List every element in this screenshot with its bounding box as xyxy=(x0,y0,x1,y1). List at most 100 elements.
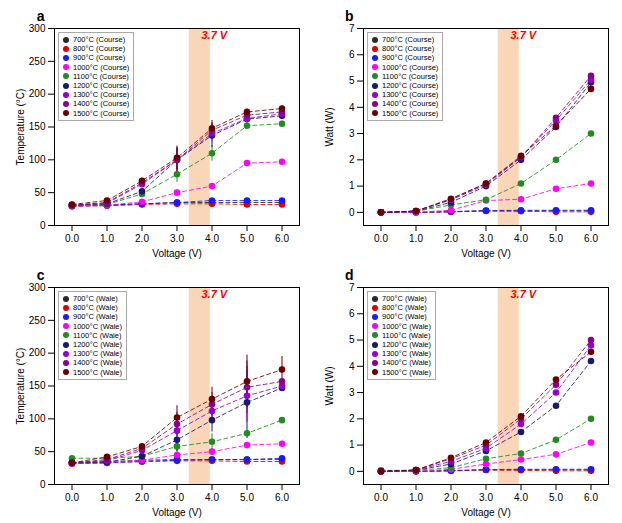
html-text:1300°C (Course): 1300°C (Course) xyxy=(382,90,439,100)
svg-text:2.0: 2.0 xyxy=(135,233,149,244)
svg-text:3: 3 xyxy=(349,387,355,398)
html-text:1100°C (Wale): 1100°C (Wale) xyxy=(73,330,122,340)
svg-text:1: 1 xyxy=(349,180,355,191)
svg-text:0.0: 0.0 xyxy=(65,492,79,503)
svg-text:100: 100 xyxy=(29,154,46,165)
svg-text:Temperature (°C): Temperature (°C) xyxy=(15,89,26,166)
html-text:1300°C (Course): 1300°C (Course) xyxy=(73,90,130,100)
svg-text:0: 0 xyxy=(349,466,355,477)
html-text:800°C (Course): 800°C (Course) xyxy=(382,44,435,54)
svg-text:5.0: 5.0 xyxy=(549,492,563,503)
html-text:1400°C (Course): 1400°C (Course) xyxy=(73,99,130,109)
svg-text:2: 2 xyxy=(349,413,355,424)
svg-text:150: 150 xyxy=(29,380,46,391)
svg-text:6: 6 xyxy=(349,49,355,60)
svg-text:3.0: 3.0 xyxy=(170,492,184,503)
svg-text:7: 7 xyxy=(349,23,355,34)
svg-text:3: 3 xyxy=(349,128,355,139)
html-text:900°C (Wale): 900°C (Wale) xyxy=(73,312,118,322)
html-text:900°C (Wale): 900°C (Wale) xyxy=(382,312,427,322)
svg-text:200: 200 xyxy=(29,347,46,358)
svg-text:300: 300 xyxy=(29,282,46,293)
html-text:800°C (Course): 800°C (Course) xyxy=(73,44,126,54)
svg-text:3.7 V: 3.7 V xyxy=(511,29,538,41)
svg-text:300: 300 xyxy=(29,23,46,34)
svg-text:4: 4 xyxy=(349,102,355,113)
html-text:900°C (Course): 900°C (Course) xyxy=(73,53,126,63)
html-text:900°C (Course): 900°C (Course) xyxy=(382,53,435,63)
svg-text:2.0: 2.0 xyxy=(444,233,458,244)
svg-text:Voltage (V): Voltage (V) xyxy=(461,248,510,259)
svg-text:1: 1 xyxy=(349,439,355,450)
svg-text:3.7 V: 3.7 V xyxy=(202,29,229,41)
svg-text:6: 6 xyxy=(349,308,355,319)
svg-text:0: 0 xyxy=(349,207,355,218)
svg-text:250: 250 xyxy=(29,315,46,326)
svg-text:5: 5 xyxy=(349,75,355,86)
html-text:1400°C (Course): 1400°C (Course) xyxy=(382,99,439,109)
svg-text:3.7 V: 3.7 V xyxy=(511,288,538,300)
svg-text:3.7 V: 3.7 V xyxy=(202,288,229,300)
html-text:1100°C (Course): 1100°C (Course) xyxy=(382,71,438,81)
html-text:1500°C (Course): 1500°C (Course) xyxy=(73,108,130,118)
svg-text:4.0: 4.0 xyxy=(205,492,219,503)
svg-text:Voltage (V): Voltage (V) xyxy=(152,248,201,259)
svg-text:7: 7 xyxy=(349,282,355,293)
svg-text:0.0: 0.0 xyxy=(65,233,79,244)
html-text:1000°C (Wale): 1000°C (Wale) xyxy=(382,321,431,331)
html-text:1100°C (Wale): 1100°C (Wale) xyxy=(382,330,431,340)
html-text:1000°C (Course): 1000°C (Course) xyxy=(73,62,130,72)
svg-text:1.0: 1.0 xyxy=(100,233,114,244)
svg-text:2.0: 2.0 xyxy=(135,492,149,503)
svg-text:2: 2 xyxy=(349,154,355,165)
svg-text:0: 0 xyxy=(40,479,46,490)
svg-text:150: 150 xyxy=(29,121,46,132)
svg-text:4.0: 4.0 xyxy=(514,233,528,244)
svg-text:5.0: 5.0 xyxy=(240,233,254,244)
html-text:800°C (Wale): 800°C (Wale) xyxy=(73,303,118,313)
html-text:1100°C (Course): 1100°C (Course) xyxy=(73,71,129,81)
svg-text:3.0: 3.0 xyxy=(170,233,184,244)
svg-text:0.0: 0.0 xyxy=(374,492,388,503)
html-text:1500°C (Wale): 1500°C (Wale) xyxy=(73,367,122,377)
svg-text:6.0: 6.0 xyxy=(275,492,289,503)
svg-text:d: d xyxy=(345,267,354,283)
svg-text:5: 5 xyxy=(349,334,355,345)
svg-text:6.0: 6.0 xyxy=(275,233,289,244)
html-text:1500°C (Course): 1500°C (Course) xyxy=(382,108,439,118)
svg-text:Temperature (°C): Temperature (°C) xyxy=(15,348,26,425)
svg-text:4.0: 4.0 xyxy=(514,492,528,503)
svg-text:Voltage (V): Voltage (V) xyxy=(152,507,201,518)
svg-text:50: 50 xyxy=(34,187,46,198)
svg-text:c: c xyxy=(37,267,45,283)
svg-text:5.0: 5.0 xyxy=(549,233,563,244)
svg-text:5.0: 5.0 xyxy=(240,492,254,503)
svg-text:6.0: 6.0 xyxy=(584,233,598,244)
svg-text:Voltage (V): Voltage (V) xyxy=(461,507,510,518)
svg-text:1.0: 1.0 xyxy=(100,492,114,503)
svg-text:250: 250 xyxy=(29,56,46,67)
html-text:1300°C (Wale): 1300°C (Wale) xyxy=(73,349,122,359)
html-text:1400°C (Wale): 1400°C (Wale) xyxy=(73,358,122,368)
svg-text:3.0: 3.0 xyxy=(479,492,493,503)
svg-text:1.0: 1.0 xyxy=(409,492,423,503)
svg-text:3.0: 3.0 xyxy=(479,233,493,244)
html-text:1000°C (Wale): 1000°C (Wale) xyxy=(73,321,122,331)
svg-text:Watt (W): Watt (W) xyxy=(324,107,335,146)
html-text:800°C (Wale): 800°C (Wale) xyxy=(382,303,427,313)
svg-text:2.0: 2.0 xyxy=(444,492,458,503)
svg-text:0.0: 0.0 xyxy=(374,233,388,244)
svg-text:100: 100 xyxy=(29,413,46,424)
svg-text:6.0: 6.0 xyxy=(584,492,598,503)
svg-text:50: 50 xyxy=(34,446,46,457)
svg-text:b: b xyxy=(345,8,354,24)
svg-text:1.0: 1.0 xyxy=(409,233,423,244)
svg-text:4: 4 xyxy=(349,361,355,372)
html-text:1000°C (Course): 1000°C (Course) xyxy=(382,62,439,72)
svg-text:200: 200 xyxy=(29,88,46,99)
svg-text:a: a xyxy=(37,8,45,24)
svg-text:4.0: 4.0 xyxy=(205,233,219,244)
svg-text:Watt (W): Watt (W) xyxy=(324,366,335,405)
svg-text:0: 0 xyxy=(40,220,46,231)
html-text:1300°C (Wale): 1300°C (Wale) xyxy=(382,349,431,359)
